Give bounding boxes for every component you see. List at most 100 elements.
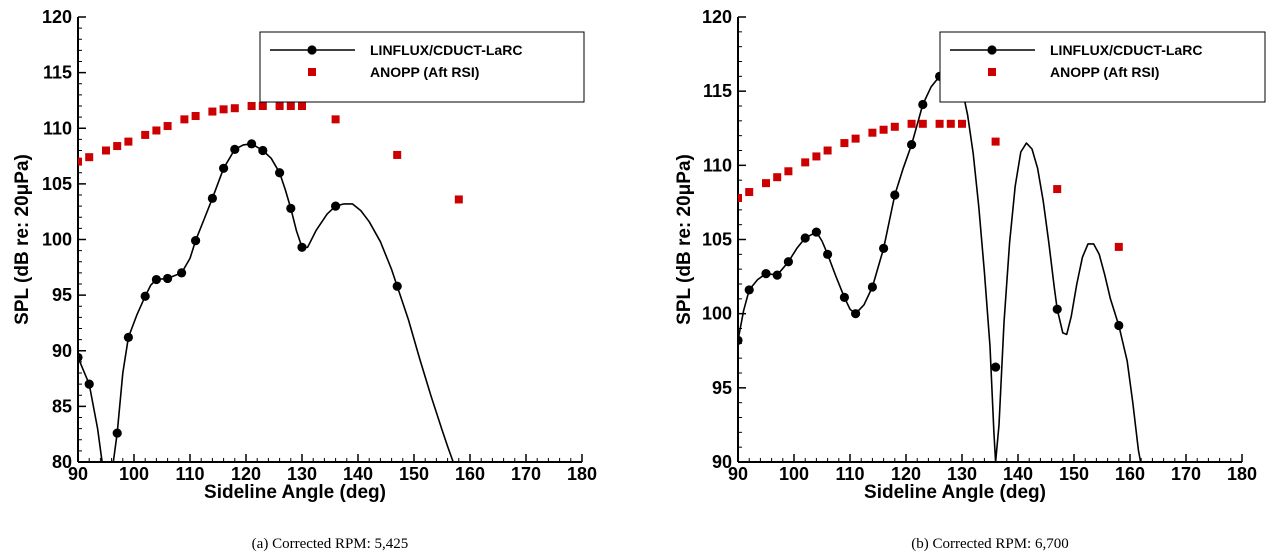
linflux-data-point: [918, 99, 928, 110]
x-tick-label: 100: [779, 464, 809, 484]
chart-b: 90 100 110 120 130 140 150 160 170 180 90 95 100 105 1…: [674, 7, 1266, 552]
linflux-data-point: [867, 282, 878, 292]
anopp-data-point: [823, 146, 832, 155]
linflux-data-point: [275, 168, 285, 178]
anopp-data-point: [851, 134, 860, 143]
y-tick-label: 100: [702, 304, 732, 324]
anopp-data-point: [275, 102, 284, 110]
linflux-data-point: [811, 227, 822, 237]
y-tick-label: 120: [702, 7, 732, 27]
anopp-data-point: [331, 115, 340, 124]
y-tick-label: 90: [52, 341, 72, 361]
x-tick-label: 170: [511, 464, 541, 484]
anopp-data-point: [247, 102, 256, 110]
anopp-data-point: [745, 188, 754, 197]
linflux-data-point: [783, 257, 794, 267]
linflux-data-point: [991, 362, 1001, 372]
y-tick-label: 85: [52, 396, 72, 416]
anopp-data-point: [124, 137, 133, 146]
y-tick-label: 95: [52, 285, 72, 305]
anopp-data-point: [180, 115, 189, 124]
legend-box: [939, 31, 1266, 103]
x-tick-label: 90: [68, 464, 88, 484]
linflux-data-point: [78, 352, 83, 363]
anopp-data-point: [918, 119, 927, 128]
anopp-data-point: [102, 146, 110, 155]
y-tick-label: 80: [52, 452, 72, 472]
legend-linflux-label: LINFLUX/CDUCT-LaRC: [1050, 42, 1202, 58]
linflux-data-point: [1114, 320, 1124, 331]
linflux-data-point: [879, 243, 889, 253]
legend-box: [259, 31, 585, 103]
anopp-data-point: [840, 139, 849, 148]
anopp-data-point: [773, 173, 782, 182]
linflux-data-point: [738, 335, 743, 345]
x-axis-title: Sideline Angle (deg): [204, 482, 386, 503]
linflux-data-point: [839, 292, 850, 302]
y-tick-label: 110: [703, 155, 732, 175]
y-tick-label: 95: [712, 378, 732, 398]
linflux-data-point: [761, 269, 771, 279]
anopp-data-point: [85, 153, 94, 162]
linflux-data-point: [140, 291, 150, 301]
legend-anopp-marker: [988, 68, 996, 76]
anopp-data-point: [113, 142, 122, 151]
linflux-data-point: [258, 145, 268, 156]
x-tick-label: 150: [399, 464, 429, 484]
legend-linflux-marker: [307, 45, 317, 55]
linflux-data-point: [84, 379, 94, 389]
linflux-data-point: [177, 268, 187, 278]
plot-area: [738, 64, 1142, 462]
legend-linflux-label: LINFLUX/CDUCT-LaRC: [370, 42, 522, 58]
legend-anopp-label: ANOPP (Aft RSI): [1050, 64, 1159, 80]
y-tick-label: 105: [702, 230, 732, 250]
linflux-series-line: [738, 68, 1142, 462]
y-tick-label: 115: [43, 63, 72, 83]
x-tick-label: 150: [1059, 464, 1089, 484]
x-tick-label: 140: [343, 464, 373, 484]
anopp-data-point: [141, 130, 150, 139]
linflux-data-point: [823, 249, 833, 259]
x-tick-label: 120: [891, 464, 921, 484]
anopp-data-point: [1053, 185, 1062, 194]
linflux-data-point: [112, 428, 122, 438]
anopp-data-point: [991, 137, 1000, 146]
x-tick-label: 90: [728, 464, 748, 484]
linflux-data-point: [191, 236, 201, 246]
anopp-data-point: [298, 102, 306, 110]
linflux-data-point: [392, 281, 402, 291]
chart-a: 90 100 110 120 130 140 150 160 170 180 80 85 90 95 100…: [12, 7, 597, 552]
anopp-data-point: [868, 128, 877, 137]
x-tick-label: 110: [835, 464, 864, 484]
anopp-data-point: [890, 122, 899, 131]
x-tick-label: 100: [119, 464, 149, 484]
anopp-data-point: [958, 119, 966, 128]
y-tick-label: 105: [42, 174, 72, 194]
linflux-data-point: [219, 163, 229, 173]
linflux-data-point: [123, 332, 133, 342]
linflux-data-point: [286, 203, 296, 213]
anopp-data-point: [219, 105, 228, 114]
linflux-data-point: [331, 201, 341, 211]
x-tick-label: 160: [455, 464, 485, 484]
anopp-data-point: [454, 195, 463, 204]
linflux-data-point: [230, 144, 240, 154]
legend-anopp-marker: [308, 68, 316, 76]
x-tick-label: 130: [947, 464, 977, 484]
anopp-data-point: [258, 102, 267, 110]
y-tick-label: 100: [42, 230, 72, 250]
legend: LINFLUX/CDUCT-LaRC ANOPP (Aft RSI): [939, 31, 1266, 103]
x-tick-label: 180: [567, 464, 597, 484]
anopp-data-point: [879, 125, 888, 134]
y-axis-title: SPL (dB re: 20μPa): [674, 154, 695, 325]
anopp-data-point: [78, 157, 82, 166]
chart-caption: (a) Corrected RPM: 5,425: [252, 536, 409, 552]
anopp-data-point: [163, 122, 172, 131]
y-tick-label: 115: [703, 81, 732, 101]
chart-caption: (b) Corrected RPM: 6,700: [911, 536, 1068, 552]
plot-area: [78, 102, 463, 462]
linflux-data-point: [851, 309, 861, 319]
linflux-data-point: [1052, 304, 1062, 314]
anopp-data-point: [1114, 242, 1123, 251]
x-tick-label: 180: [1227, 464, 1257, 484]
